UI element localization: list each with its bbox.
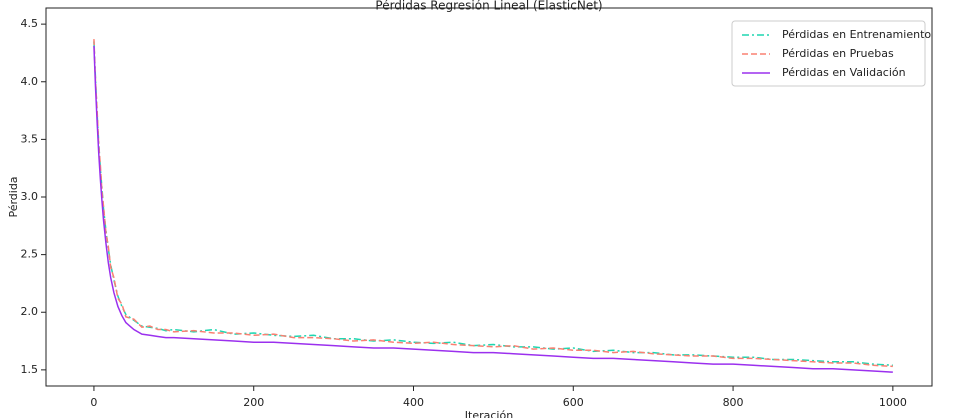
legend-label: Pérdidas en Pruebas (782, 47, 894, 60)
x-tick-label: 600 (563, 396, 584, 409)
legend-label: Pérdidas en Entrenamiento (782, 28, 931, 41)
y-tick-label: 3.5 (21, 132, 39, 145)
x-tick-label: 0 (90, 396, 97, 409)
legend-label: Pérdidas en Validación (782, 66, 906, 79)
x-tick-label: 400 (403, 396, 424, 409)
y-tick-label: 3.0 (21, 190, 39, 203)
x-tick-label: 200 (243, 396, 264, 409)
x-tick-label: 800 (723, 396, 744, 409)
x-axis-label: Iteración (465, 409, 513, 418)
y-tick-label: 4.0 (21, 75, 39, 88)
series-line (93, 39, 893, 368)
y-tick-label: 1.5 (21, 363, 39, 376)
x-tick-label: 1000 (879, 396, 907, 409)
series-line (93, 46, 893, 373)
y-tick-label: 2.0 (21, 305, 39, 318)
chart-title: Pérdidas Regresión Lineal (ElasticNet) (375, 0, 602, 13)
y-axis-label: Pérdida (7, 176, 20, 217)
y-tick-label: 2.5 (21, 248, 39, 261)
legend-box (731, 20, 926, 87)
series-line (93, 41, 893, 367)
y-tick-label: 4.5 (21, 17, 39, 30)
